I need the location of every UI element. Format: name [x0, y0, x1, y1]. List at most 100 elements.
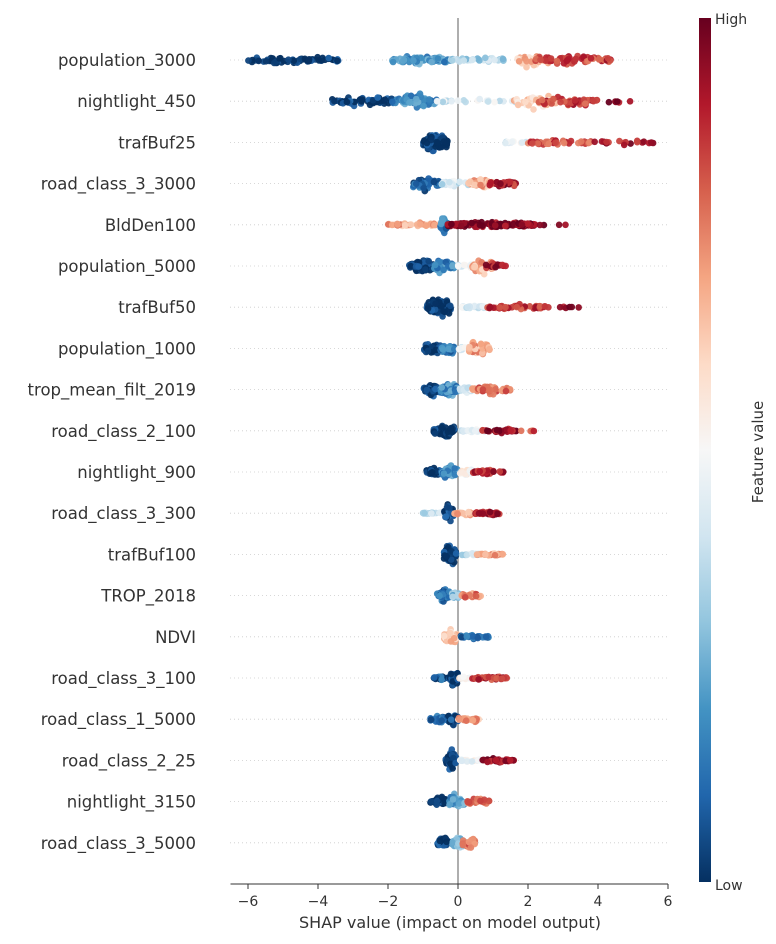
shap-point — [245, 57, 252, 64]
shap-point — [427, 716, 435, 723]
shap-point — [476, 221, 484, 229]
shap-point — [616, 137, 623, 145]
shap-point — [412, 180, 420, 188]
shap-point — [443, 838, 450, 846]
colorbar-low-label: Low — [715, 878, 743, 894]
shap-point — [454, 510, 461, 518]
shap-point — [605, 98, 613, 106]
shap-point — [541, 303, 549, 310]
shap-point — [255, 57, 262, 65]
feature-points-TROP_2018 — [433, 586, 485, 605]
shap-point — [436, 592, 443, 600]
feature-label: trafBuf100 — [108, 545, 196, 564]
shap-point — [491, 98, 498, 106]
shap-point — [436, 837, 444, 845]
shap-point — [556, 303, 564, 311]
shap-point — [290, 57, 298, 65]
shap-point — [460, 261, 468, 269]
shap-point — [457, 222, 465, 230]
feature-label: nightlight_3150 — [67, 793, 196, 813]
shap-point — [443, 503, 451, 511]
shap-point — [438, 218, 446, 226]
shap-point — [424, 305, 432, 312]
shap-point — [557, 98, 564, 106]
shap-point — [469, 386, 477, 394]
shap-point — [424, 347, 432, 355]
shap-point — [325, 54, 333, 62]
feature-label: population_1000 — [58, 339, 196, 359]
shap-point — [421, 509, 428, 517]
shap-point — [450, 754, 457, 762]
shap-point — [492, 756, 500, 764]
shap-point — [491, 56, 498, 64]
shap-point — [462, 717, 470, 724]
shap-point — [496, 468, 504, 475]
shap-point — [502, 303, 509, 311]
shap-point — [482, 551, 489, 558]
shap-point — [487, 179, 495, 186]
shap-point — [423, 139, 431, 147]
shap-point — [486, 345, 493, 353]
shap-point — [590, 97, 597, 105]
shap-point — [491, 551, 499, 559]
shap-point — [530, 106, 537, 113]
shap-point — [389, 98, 396, 106]
shap-point — [425, 175, 432, 182]
feature-label: population_5000 — [58, 257, 196, 277]
shap-point — [484, 758, 491, 766]
shap-point — [285, 56, 292, 63]
shap-point — [432, 300, 439, 308]
shap-point — [482, 633, 490, 641]
feature-points-trafBuf25 — [420, 131, 657, 155]
shap-point — [454, 262, 462, 270]
shap-point — [490, 468, 497, 476]
feature-points-BldDen100 — [384, 215, 569, 237]
shap-point — [449, 593, 456, 601]
shap-point — [431, 674, 438, 681]
shap-point — [428, 510, 435, 517]
shap-point — [438, 384, 446, 391]
shap-point — [428, 798, 435, 805]
shap-point — [433, 97, 441, 105]
shap-point — [412, 95, 420, 103]
beeswarm-points — [245, 52, 657, 851]
shap-point — [428, 58, 435, 66]
shap-point — [433, 801, 441, 808]
shap-point — [440, 138, 448, 145]
shap-point — [498, 675, 506, 682]
shap-point — [550, 95, 557, 103]
shap-point — [305, 56, 313, 63]
feature-points-road_class_3_3000 — [410, 175, 520, 195]
shap-point — [400, 56, 408, 64]
shap-point — [431, 221, 438, 229]
shap-point — [472, 592, 480, 600]
shap-point — [454, 97, 462, 104]
shap-point — [582, 100, 589, 107]
shap-point — [460, 427, 467, 435]
shap-point — [552, 139, 559, 146]
colorbar-title: Feature value — [749, 401, 767, 503]
shap-point — [473, 551, 481, 558]
shap-point — [482, 261, 490, 269]
shap-point — [501, 222, 509, 230]
shap-point — [499, 550, 507, 558]
shap-point — [477, 340, 485, 348]
shap-point — [477, 181, 484, 189]
shap-point — [502, 262, 510, 270]
shap-point — [449, 839, 457, 846]
shap-point — [474, 634, 482, 642]
shap-point — [460, 97, 468, 104]
shap-point — [449, 262, 456, 270]
shap-point — [415, 263, 422, 270]
shap-point — [465, 838, 473, 846]
shap-point — [438, 676, 445, 684]
feature-label: road_class_3_5000 — [41, 834, 196, 854]
shap-point — [497, 180, 504, 188]
shap-point — [434, 55, 442, 62]
shap-point — [477, 176, 484, 183]
shap-point — [468, 56, 476, 64]
shap-point — [479, 386, 487, 393]
shap-point — [446, 178, 453, 186]
shap-point — [486, 508, 494, 516]
shap-point — [476, 95, 484, 103]
